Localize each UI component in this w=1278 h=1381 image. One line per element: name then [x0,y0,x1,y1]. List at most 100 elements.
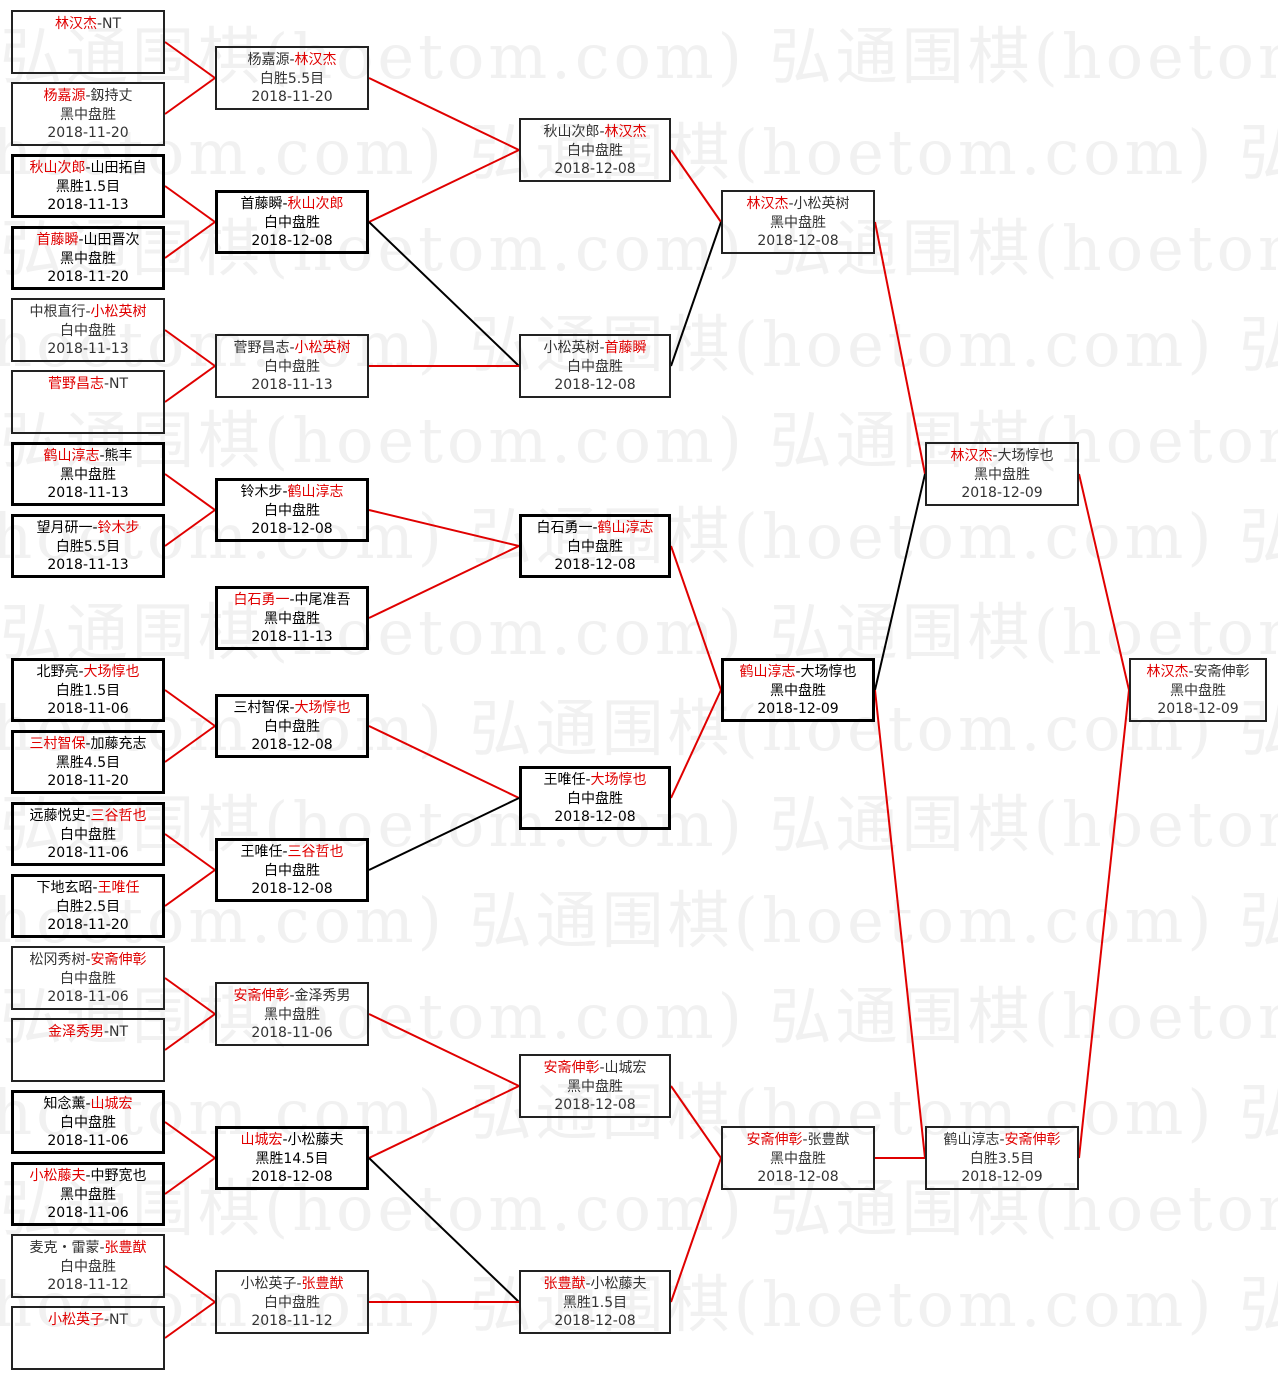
match-date: 2018-11-12 [251,1313,333,1329]
match-players: 铃木步-鹤山淳志 [218,483,366,502]
match-box: 三村智保-大场惇也 白中盘胜 2018-12-08 [215,694,369,758]
match-date: 2018-12-08 [251,881,333,897]
match-result: 黑中盘胜 [264,1006,320,1023]
player-white: 小松英树 [294,340,351,356]
match-result: 白中盘胜 [60,322,116,339]
player-black: 山城宏 [240,1132,283,1148]
winner-path-line [368,1013,520,1087]
loser-path-line [874,473,926,691]
match-box: 林汉杰-安斋伸彰 黑中盘胜 2018-12-09 [1129,658,1267,722]
match-date: 2018-12-08 [251,737,333,753]
match-players: 北野亮-大场惇也 [14,663,162,682]
match-players: 下地玄昭-王唯任 [14,879,162,898]
match-result: 白胜3.5目 [969,1150,1035,1167]
separator: - [599,1060,605,1076]
player-white: 加藤充志 [90,736,147,752]
player-black: 北野亮 [36,664,79,680]
winner-path-line [164,689,216,727]
player-white: 三谷哲也 [90,808,147,824]
match-date: 2018-12-09 [1157,701,1239,717]
match-result: 黑中盘胜 [770,214,826,231]
loser-path-line [368,221,520,367]
match-box: 北野亮-大场惇也 白胜1.5目 2018-11-06 [11,658,165,722]
winner-path-line [874,689,926,1159]
match-box: 金泽秀男-NT [11,1018,165,1082]
match-date: 2018-11-06 [47,1205,129,1221]
match-box: 白石勇一-鹤山淳志 白中盘胜 2018-12-08 [519,514,671,578]
winner-path-line [670,1085,722,1159]
separator: - [103,1312,110,1328]
player-white: 中尾准吾 [294,592,351,608]
match-players: 鹤山淳志-大场惇也 [724,663,872,682]
match-date: 2018-12-08 [554,809,636,825]
match-box: 杨嘉源-釼持丈 黑中盘胜 2018-11-20 [11,82,165,146]
watermark-text: 弘通围棋(hoetom.com) 弘通围棋(hoetom.com) 弘通围棋(h… [0,596,1278,669]
match-date: 2018-11-13 [47,341,129,357]
player-white: 小松藤夫 [287,1132,344,1148]
player-black: 铃木步 [240,484,283,500]
match-date: 2018-11-06 [47,989,129,1005]
winner-path-line [670,689,722,799]
match-date: 2018-11-13 [251,629,333,645]
match-date [13,52,163,71]
separator: - [289,340,295,356]
winner-path-line [164,473,216,511]
separator: - [585,1276,591,1292]
match-date: 2018-12-08 [251,1169,333,1185]
player-black: 秋山次郎 [29,160,86,176]
match-box: 小松英树-首藤瞬 白中盘胜 2018-12-08 [519,334,671,398]
player-black: 鹤山淳志 [943,1132,1000,1148]
winner-path-line [368,509,520,547]
player-white: 小松英树 [793,196,850,212]
player-white: 山城宏 [90,1096,133,1112]
loser-path-line [368,797,520,871]
match-result: 白中盘胜 [60,826,116,843]
player-white: 熊丰 [104,448,133,464]
player-white: 大场惇也 [800,664,857,680]
match-box: 林汉杰-小松英树 黑中盘胜 2018-12-08 [721,190,875,254]
match-players: 林汉杰-NT [13,15,163,34]
player-white: 小松藤夫 [590,1276,647,1292]
match-result: 白中盘胜 [264,358,320,375]
separator: - [1188,664,1194,680]
watermark-text: 弘通围棋(hoetom.com) 弘通围棋(hoetom.com) 弘通围棋(h… [0,884,1278,957]
match-box: 鹤山淳志-熊丰 黑中盘胜 2018-11-13 [11,442,165,506]
match-date: 2018-11-20 [47,773,129,789]
player-white: 山田晋次 [83,232,140,248]
player-white: 中野宽也 [90,1168,147,1184]
player-white: 鹤山淳志 [287,484,344,500]
match-date: 2018-11-13 [251,377,333,393]
winner-path-line [874,221,926,475]
separator: - [96,16,103,32]
match-players: 菅野昌志-小松英树 [217,339,367,358]
player-black: 麦克・雷蒙 [29,1240,100,1256]
match-players: 安斋伸彰-张豊猷 [723,1131,873,1150]
separator: - [599,340,605,356]
match-result: 白胜5.5目 [259,70,325,87]
winner-path-line [164,725,216,763]
match-box: 菅野昌志-NT [11,370,165,434]
match-box: 白石勇一-中尾准吾 黑中盘胜 2018-11-13 [215,586,369,650]
match-box: 首藤瞬-秋山次郎 白中盘胜 2018-12-08 [215,190,369,254]
match-result: 黑中盘胜 [60,250,116,267]
match-date: 2018-11-12 [47,1277,129,1293]
match-players: 望月研一-铃木步 [14,519,162,538]
match-box: 王唯任-三谷哲也 白中盘胜 2018-12-08 [215,838,369,902]
player-black: 菅野昌志 [233,340,290,356]
match-players: 白石勇一-中尾准吾 [218,591,366,610]
winner-path-line [1078,689,1130,1159]
match-result: 黑胜1.5目 [562,1294,628,1311]
match-players: 王唯任-三谷哲也 [218,843,366,862]
player-black: 小松英子 [240,1276,297,1292]
match-date: 2018-11-06 [47,1133,129,1149]
winner-path-line [164,1013,216,1051]
player-black: 白石勇一 [536,520,593,536]
match-box: 安斋伸彰-金泽秀男 黑中盘胜 2018-11-06 [215,982,369,1046]
match-box: 杨嘉源-林汉杰 白胜5.5目 2018-11-20 [215,46,369,110]
match-result: 白中盘胜 [567,358,623,375]
player-black: 杨嘉源 [247,52,290,68]
match-players: 秋山次郎-林汉杰 [521,123,669,142]
player-black: 杨嘉源 [43,88,86,104]
match-box: 安斋伸彰-山城宏 黑中盘胜 2018-12-08 [519,1054,671,1118]
